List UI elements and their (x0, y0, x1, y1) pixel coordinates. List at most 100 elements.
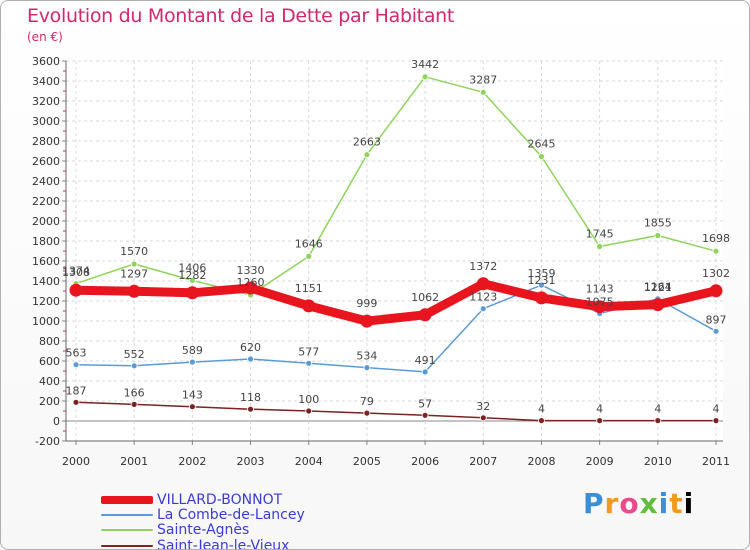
x-tick-label: 2006 (411, 455, 439, 468)
data-point (185, 286, 199, 300)
data-label: 1221 (644, 281, 672, 294)
data-label: 118 (240, 391, 261, 404)
data-label: 100 (298, 393, 319, 406)
data-label: 187 (66, 384, 87, 397)
legend-label: La Combe-de-Lancey (157, 507, 305, 523)
data-label: 577 (298, 345, 319, 358)
data-label: 552 (124, 348, 145, 361)
data-point (130, 260, 138, 268)
data-label: 1297 (120, 267, 148, 280)
data-label: 4 (654, 403, 661, 416)
x-tick-label: 2002 (178, 455, 206, 468)
data-label: 534 (356, 350, 377, 363)
data-point (188, 358, 196, 366)
data-point (538, 153, 545, 160)
data-point (712, 247, 720, 255)
data-point (305, 407, 313, 415)
data-point (654, 417, 662, 425)
data-point (302, 299, 316, 313)
chart-subtitle: (en €) (27, 30, 63, 44)
data-label: 1062 (411, 291, 439, 304)
data-label: 4 (713, 403, 720, 416)
data-label: 79 (360, 395, 374, 408)
data-label: 1075 (586, 296, 614, 309)
chart-title: Evolution du Montant de la Dette par Hab… (27, 5, 455, 27)
y-tick-label: 1600 (32, 255, 60, 268)
data-point (69, 283, 83, 297)
data-label: 620 (240, 341, 261, 354)
data-label: 1330 (237, 264, 265, 277)
data-label: 4 (596, 403, 603, 416)
data-label: 1698 (702, 232, 730, 245)
y-tick-label: 3400 (32, 75, 60, 88)
data-label: 589 (182, 344, 203, 357)
x-tick-label: 2010 (644, 455, 672, 468)
data-label: 1282 (178, 269, 206, 282)
data-point (363, 409, 371, 417)
y-tick-label: 3200 (32, 95, 60, 108)
y-tick-label: 2200 (32, 195, 60, 208)
data-point (72, 398, 80, 406)
y-tick-label: -200 (35, 435, 60, 448)
legend-label: Saint-Jean-le-Vieux (157, 538, 290, 550)
data-point (130, 362, 138, 370)
data-label: 32 (476, 400, 490, 413)
data-label: 1151 (295, 282, 323, 295)
y-tick-label: 2800 (32, 135, 60, 148)
y-tick-label: 0 (53, 415, 60, 428)
legend-label: VILLARD-BONNOT (157, 492, 283, 508)
data-label: 1570 (120, 245, 148, 258)
data-point (534, 291, 548, 305)
legend-swatch (101, 529, 153, 531)
series-line-1 (75, 284, 717, 373)
data-label: 1308 (62, 266, 90, 279)
x-tick-label: 2004 (295, 455, 323, 468)
x-tick-label: 2001 (120, 455, 148, 468)
x-tick-label: 2005 (353, 455, 381, 468)
data-label: 563 (66, 347, 87, 360)
data-point (188, 403, 196, 411)
data-label: 1646 (295, 237, 323, 250)
data-point (418, 308, 432, 322)
data-point (421, 73, 429, 81)
data-point (709, 284, 723, 298)
data-point (479, 305, 487, 313)
data-label: 3287 (469, 73, 497, 86)
x-tick-label: 2009 (586, 455, 614, 468)
data-label: 1123 (469, 291, 497, 304)
y-tick-label: 400 (39, 375, 60, 388)
data-point (247, 405, 254, 413)
data-point (654, 232, 662, 239)
series-line-0 (71, 279, 721, 326)
data-label: 1359 (527, 267, 555, 280)
data-point (363, 151, 371, 159)
y-tick-label: 800 (39, 335, 60, 348)
data-point (712, 327, 720, 335)
data-label: 4 (538, 403, 545, 416)
data-point (538, 417, 545, 425)
data-point (476, 277, 490, 291)
data-label: 1143 (586, 283, 614, 296)
legend-swatch (101, 545, 153, 547)
data-point (538, 281, 545, 289)
y-tick-label: 1400 (32, 275, 60, 288)
legend-label: Sainte-Agnès (157, 522, 250, 538)
data-point (188, 276, 196, 284)
y-tick-label: 1200 (32, 295, 60, 308)
plot-area (66, 61, 723, 441)
data-point (712, 417, 720, 425)
y-tick-label: 3000 (32, 115, 60, 128)
data-point (651, 298, 665, 312)
data-point (305, 359, 313, 367)
y-tick-label: 600 (39, 355, 60, 368)
y-tick-label: 3600 (32, 55, 60, 68)
y-tick-label: 2600 (32, 155, 60, 168)
data-label: 1406 (178, 261, 206, 274)
x-tick-label: 2008 (527, 455, 555, 468)
data-label: 1372 (469, 260, 497, 273)
data-label: 1231 (527, 274, 555, 287)
data-point (247, 355, 254, 363)
series-line-2 (75, 76, 717, 296)
